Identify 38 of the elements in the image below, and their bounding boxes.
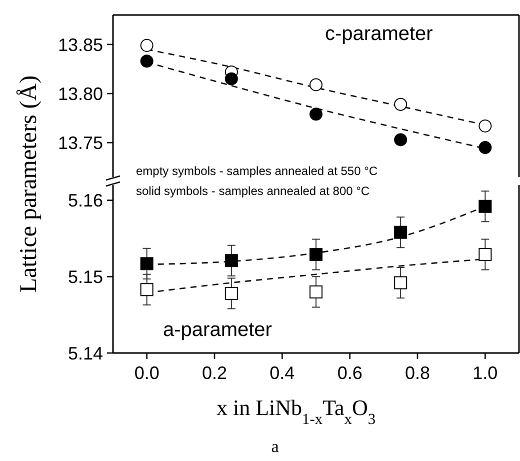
y-tick-label: 5.15 (68, 266, 103, 287)
point (310, 108, 322, 121)
point (478, 141, 492, 154)
text: a (271, 437, 280, 456)
point (140, 283, 154, 296)
x-tick-label: 0.8 (404, 363, 430, 383)
y-tick-label: 13.75 (58, 132, 103, 153)
point (140, 38, 154, 52)
point (478, 200, 492, 213)
point (394, 226, 408, 239)
x-tick-label: 0.4 (270, 363, 295, 383)
y-tick-label: 13.85 (58, 34, 103, 55)
point (394, 276, 408, 290)
annotation: c-parameter (325, 23, 434, 45)
point (394, 98, 408, 111)
point (310, 78, 322, 92)
point (140, 257, 154, 270)
annotation: solid symbols - samples annealed at 800 °C (136, 184, 370, 198)
x-tick-label: 0.0 (134, 363, 160, 383)
point (310, 285, 322, 298)
annotation: empty symbols - samples annealed at 550 °C (136, 164, 378, 178)
x-tick-label: 0.2 (202, 363, 228, 383)
point (478, 119, 492, 132)
x-axis-title: x in LiNb$_{1-x}$Ta$_{x}$O$_{3}$ (216, 395, 376, 428)
y-tick-label: 5.14 (68, 343, 103, 364)
point (140, 54, 154, 68)
point (478, 248, 492, 261)
y-tick-label: 5.16 (68, 190, 103, 211)
x-tick-label: 0.6 (337, 363, 362, 383)
y-tick-label: 13.80 (58, 84, 103, 104)
x-tick-label: 1.0 (472, 363, 498, 383)
annotation: a-parameter (163, 319, 272, 341)
point (224, 72, 238, 86)
point (310, 248, 322, 261)
point (224, 286, 238, 300)
point (224, 254, 238, 268)
point (394, 133, 408, 146)
y-axis-title: Lattice parameters (Å) (16, 75, 42, 293)
